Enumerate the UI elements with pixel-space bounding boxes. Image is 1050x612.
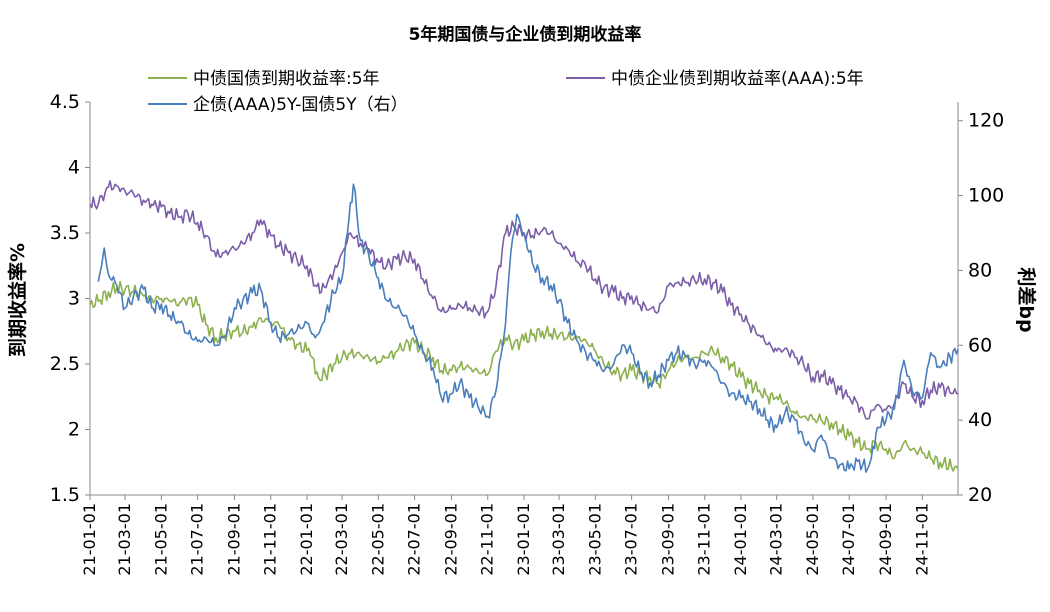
chart-title: 5年期国债与企业债到期收益率 [409, 24, 642, 45]
x-tick-label: 23-09-01 [658, 503, 677, 576]
right-tick-label: 60 [968, 334, 992, 356]
legend-label-govt-yield: 中债国债到期收益率:5年 [193, 69, 380, 89]
left-tick-label: 3.5 [50, 222, 80, 244]
series-layer [89, 180, 959, 473]
x-tick-label: 21-07-01 [188, 503, 207, 576]
x-tick-label: 24-09-01 [876, 503, 895, 576]
left-tick-label: 2.5 [50, 353, 80, 375]
x-tick-label: 23-07-01 [622, 503, 641, 576]
x-tick-label: 22-07-01 [405, 503, 424, 576]
right-axis-label: 利差bp [1015, 267, 1038, 332]
x-tick-label: 24-11-01 [912, 503, 931, 576]
left-axis-label: 到期收益率% [6, 243, 29, 357]
right-tick-label: 120 [968, 110, 1004, 132]
x-tick-label: 21-01-01 [80, 503, 99, 576]
legend-label-spread: 企债(AAA)5Y-国债5Y（右） [193, 95, 408, 115]
series-line-spread [97, 183, 959, 473]
x-tick-label: 23-01-01 [514, 503, 533, 576]
right-axis-ticks: 20 40 60 80 100 120 [958, 110, 1004, 506]
x-tick-label: 21-03-01 [115, 503, 134, 576]
left-tick-label: 4 [68, 157, 80, 179]
x-tick-label: 24-01-01 [731, 503, 750, 576]
right-tick-label: 100 [968, 185, 1004, 207]
left-tick-label: 4.5 [50, 91, 80, 113]
x-tick-label: 21-09-01 [224, 503, 243, 576]
left-axis-ticks: 1.5 2 2.5 3 3.5 4 4.5 [50, 91, 90, 506]
x-tick-label: 23-03-01 [549, 503, 568, 576]
x-tick-label: 24-05-01 [803, 503, 822, 576]
series-line-govt-yield [89, 280, 959, 472]
x-tick-label: 21-11-01 [261, 503, 280, 576]
x-tick-label: 22-05-01 [368, 503, 387, 576]
legend-label-corp-yield: 中债企业债到期收益率(AAA):5年 [611, 69, 864, 89]
left-tick-label: 1.5 [50, 484, 80, 506]
x-tick-label: 22-09-01 [441, 503, 460, 576]
right-tick-label: 80 [968, 259, 992, 281]
x-tick-label: 22-11-01 [478, 503, 497, 576]
left-tick-label: 2 [68, 419, 80, 441]
right-tick-label: 20 [968, 484, 992, 506]
series-line-corp-yield [89, 180, 959, 420]
x-tick-label: 22-01-01 [297, 503, 316, 576]
x-axis-ticks: 21-01-01 21-03-01 21-05-01 21-07-01 21-09-01… [80, 495, 931, 576]
left-tick-label: 3 [68, 288, 80, 310]
x-tick-label: 23-11-01 [695, 503, 714, 576]
x-tick-label: 23-05-01 [585, 503, 604, 576]
x-tick-label: 21-05-01 [151, 503, 170, 576]
right-tick-label: 40 [968, 409, 992, 431]
x-tick-label: 24-03-01 [767, 503, 786, 576]
legend: 中债国债到期收益率:5年 中债企业债到期收益率(AAA):5年 企债(AAA)5… [148, 69, 864, 115]
x-tick-label: 22-03-01 [332, 503, 351, 576]
x-tick-label: 24-07-01 [839, 503, 858, 576]
